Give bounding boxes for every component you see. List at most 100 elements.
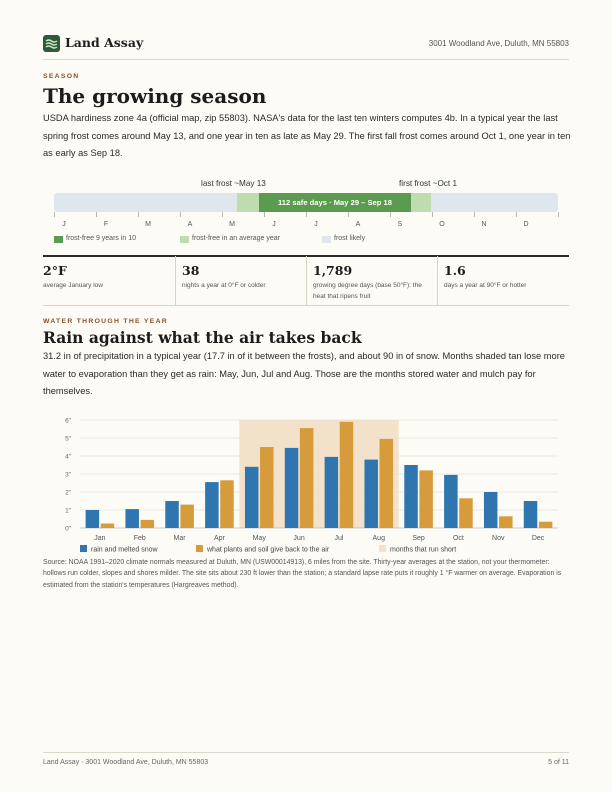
source-note: Source: NOAA 1991–2020 climate normals m… bbox=[43, 559, 562, 589]
evap-bar bbox=[140, 519, 155, 528]
evap-bar bbox=[339, 421, 354, 528]
y-tick-label: 5" bbox=[65, 436, 72, 443]
x-tick-label: May bbox=[253, 535, 267, 542]
y-tick-label: 6" bbox=[65, 418, 72, 425]
month-label: O bbox=[439, 221, 445, 228]
precip-bar bbox=[483, 492, 498, 528]
precip-bar bbox=[205, 482, 219, 528]
season-eyebrow: SEASON bbox=[43, 73, 80, 80]
precip-bar bbox=[324, 456, 339, 528]
month-tick bbox=[222, 212, 223, 217]
legend-evap-label: what plants and soil give back to the ai… bbox=[206, 547, 330, 554]
water-balance-chart: 0" 1" 2" 3" 4" 5" 6" Jan Feb Mar Apr May Jun Jul Aug Se… bbox=[65, 418, 558, 554]
month-tick bbox=[432, 212, 433, 217]
month-tick bbox=[516, 212, 517, 217]
stat-value: 38 bbox=[182, 263, 200, 278]
legend-swatch-average bbox=[180, 236, 189, 243]
season-title: The growing season bbox=[43, 84, 267, 108]
precip-bar bbox=[523, 501, 538, 528]
month-tick bbox=[54, 212, 55, 217]
y-tick-label: 2" bbox=[65, 490, 72, 497]
x-tick-label: Jul bbox=[334, 535, 343, 542]
evap-bar bbox=[459, 498, 473, 528]
season-bar: 112 safe days · May 29 – Sep 18 bbox=[54, 193, 558, 212]
header-divider bbox=[43, 59, 569, 60]
first-frost-label: first frost ~Oct 1 bbox=[399, 179, 458, 188]
water-title: Rain against what the air takes back bbox=[43, 328, 362, 347]
legend-label-safe: frost-free 9 years in 10 bbox=[66, 235, 137, 242]
stat-divider bbox=[437, 256, 438, 305]
page-header: Land Assay 3001 Woodland Ave, Duluth, MN… bbox=[43, 34, 569, 54]
y-tick-label: 1" bbox=[65, 508, 72, 515]
stat-value: 1,789 bbox=[313, 263, 353, 278]
y-tick-label: 3" bbox=[65, 472, 72, 479]
x-tick-label: Mar bbox=[174, 535, 187, 542]
x-tick-label: Apr bbox=[214, 535, 226, 542]
y-tick-label: 4" bbox=[65, 454, 72, 461]
x-tick-label: Feb bbox=[134, 535, 146, 542]
stat-divider bbox=[175, 256, 176, 305]
x-tick-label: Sep bbox=[412, 535, 425, 542]
stats-top-rule bbox=[43, 255, 569, 257]
month-label: N bbox=[481, 221, 487, 228]
legend-swatch-safe bbox=[54, 236, 63, 243]
precip-bar bbox=[364, 459, 378, 528]
month-tick bbox=[348, 212, 349, 217]
evap-bar bbox=[220, 480, 234, 528]
stat-degree-days: 1,789 growing degree days (base 50°F): t… bbox=[306, 256, 437, 305]
evap-bar bbox=[180, 504, 194, 528]
month-label: M bbox=[145, 221, 151, 228]
evap-bar bbox=[100, 523, 115, 528]
precip-bar bbox=[85, 510, 100, 528]
stat-label: average January low bbox=[43, 282, 103, 289]
month-tick bbox=[306, 212, 307, 217]
stat-label: days a year at 90°F or hotter bbox=[444, 282, 527, 289]
stats-bottom-rule bbox=[43, 305, 569, 306]
legend-label-average: frost-free in an average year bbox=[192, 235, 280, 242]
frost-free-safe-span: 112 safe days · May 29 – Sep 18 bbox=[259, 193, 411, 212]
x-tick-label: Jan bbox=[94, 535, 105, 542]
evap-bar bbox=[299, 428, 314, 528]
precip-bar bbox=[165, 501, 179, 528]
stat-value: 2°F bbox=[43, 263, 67, 278]
month-label: J bbox=[62, 221, 66, 228]
stat-divider bbox=[306, 256, 307, 305]
x-tick-label: Nov bbox=[492, 535, 505, 542]
month-label: M bbox=[229, 221, 235, 228]
month-tick bbox=[138, 212, 139, 217]
stat-label: growing degree days (base 50°F): the hea… bbox=[313, 282, 422, 300]
legend-precip-swatch bbox=[80, 545, 87, 552]
month-tick bbox=[264, 212, 265, 217]
month-tick bbox=[180, 212, 181, 217]
x-tick-label: Jun bbox=[293, 535, 304, 542]
stat-january-low: 2°F average January low bbox=[43, 256, 174, 305]
land-assay-logo-icon bbox=[43, 35, 60, 52]
water-eyebrow: WATER THROUGH THE YEAR bbox=[43, 318, 169, 325]
evap-bar bbox=[499, 516, 513, 528]
precip-bar bbox=[404, 465, 418, 528]
month-tick bbox=[558, 212, 559, 217]
legend-swatch-frost bbox=[322, 236, 331, 243]
x-tick-label: Oct bbox=[453, 535, 464, 542]
month-tick bbox=[390, 212, 391, 217]
page-number: 5 of 11 bbox=[548, 759, 569, 766]
footer-address: Land Assay · 3001 Woodland Ave, Duluth, … bbox=[43, 759, 209, 766]
safe-days-label: 112 safe days · May 29 – Sep 18 bbox=[278, 198, 392, 207]
stat-cold-nights: 38 nights a year at 0°F or colder bbox=[175, 256, 306, 305]
water-paragraph: 31.2 in of precipitation in a typical ye… bbox=[43, 351, 565, 396]
legend-shade-swatch bbox=[379, 545, 386, 552]
stat-label: nights a year at 0°F or colder bbox=[182, 282, 266, 289]
evap-bar bbox=[379, 438, 394, 528]
month-tick bbox=[474, 212, 475, 217]
precip-bar bbox=[444, 474, 458, 528]
month-label: A bbox=[187, 221, 193, 228]
legend-shade-label: months that run short bbox=[390, 547, 456, 554]
last-frost-label: last frost ~May 13 bbox=[201, 179, 266, 188]
brand-name: Land Assay bbox=[65, 35, 144, 50]
legend-label-frost: frost likely bbox=[334, 235, 366, 242]
precip-bar bbox=[244, 466, 259, 528]
month-label: A bbox=[355, 221, 361, 228]
x-tick-label: Aug bbox=[373, 535, 386, 542]
season-paragraph: USDA hardiness zone 4a (official map, zi… bbox=[43, 113, 571, 158]
precip-bar bbox=[284, 447, 299, 528]
